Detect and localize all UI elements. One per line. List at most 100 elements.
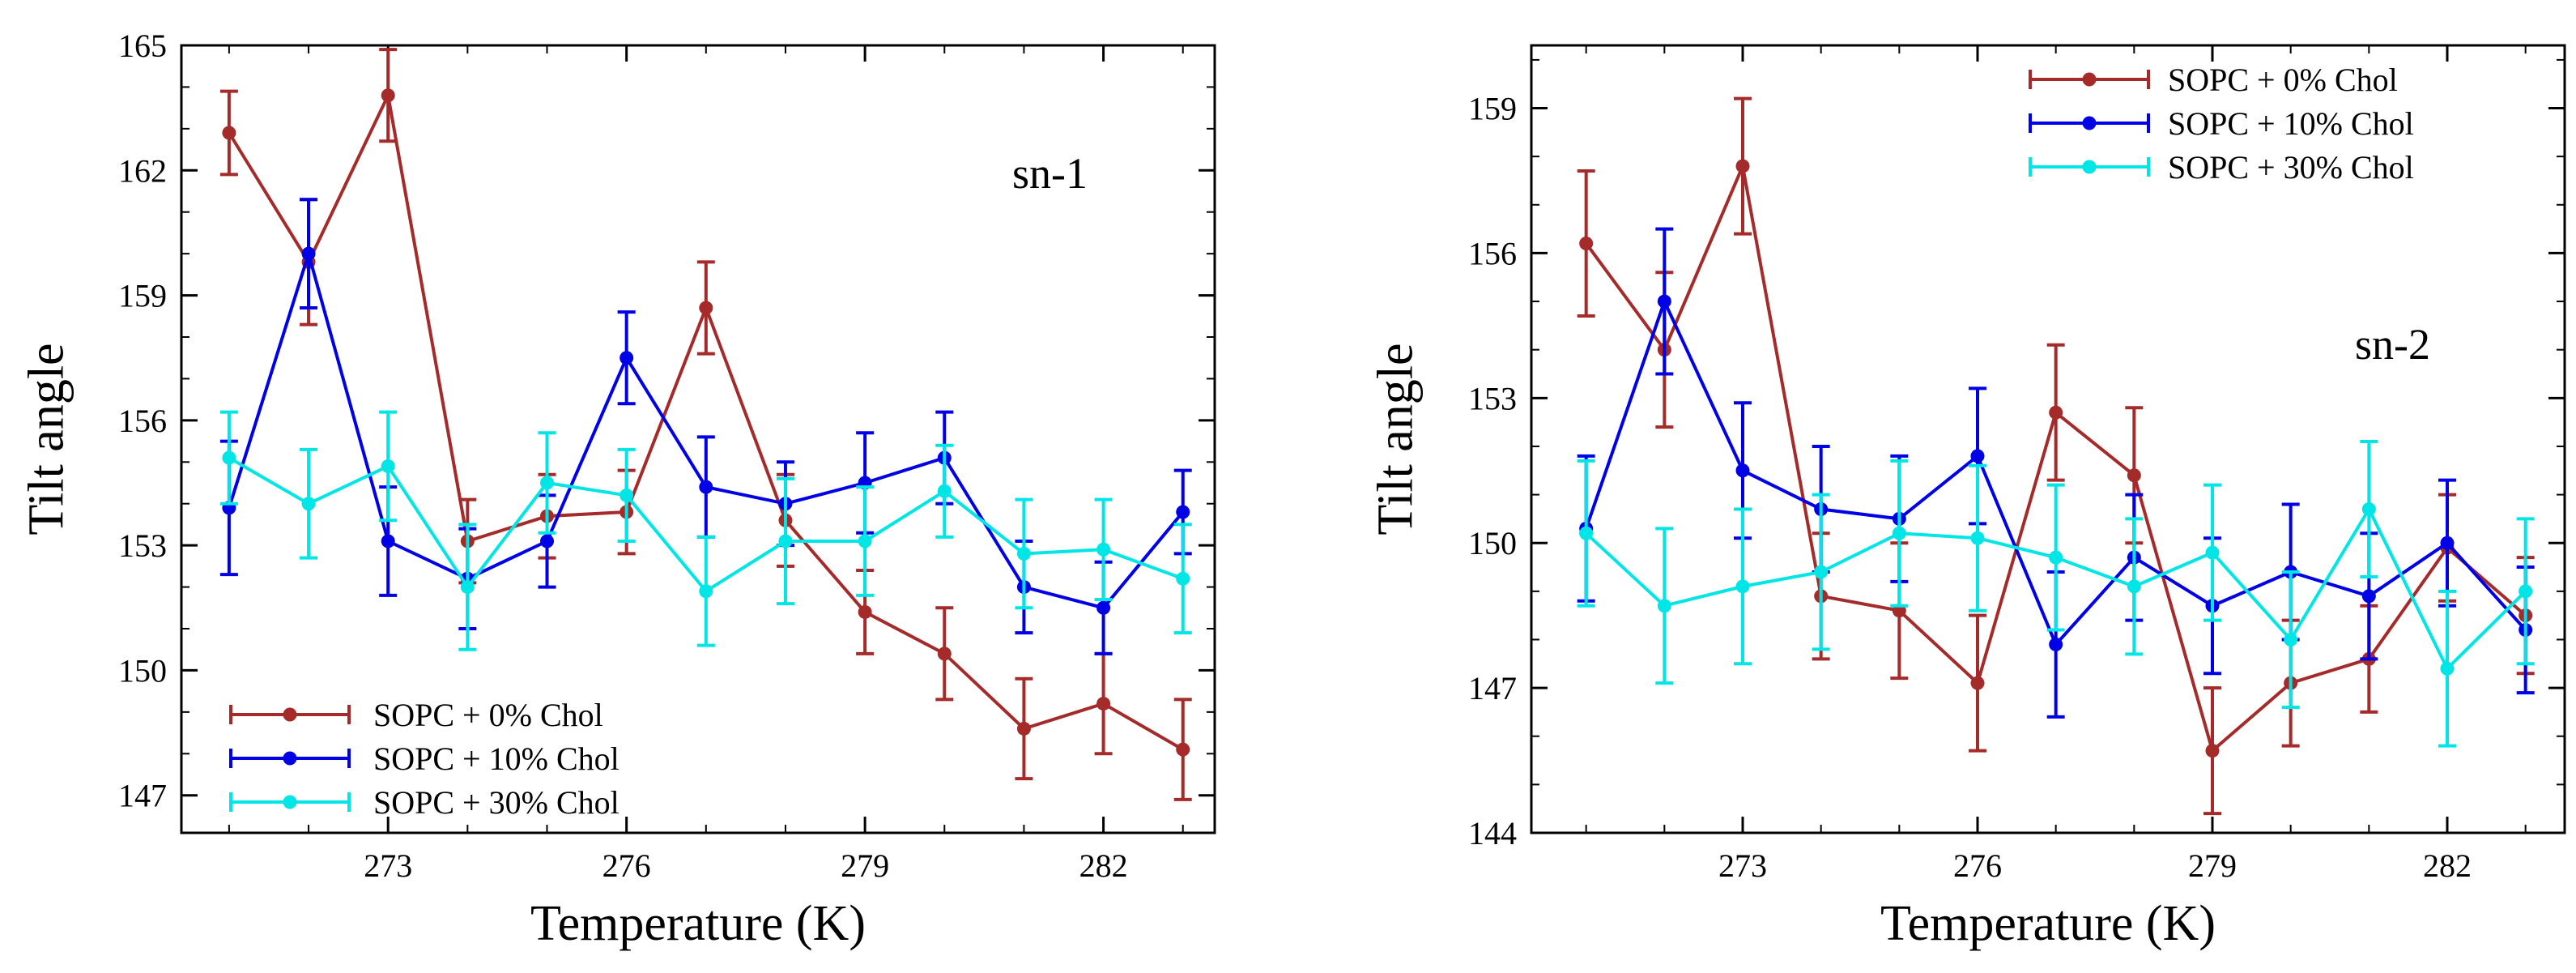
- data-point: [1096, 697, 1111, 711]
- data-point: [1657, 294, 1671, 309]
- data-point: [2205, 545, 2220, 560]
- data-point: [620, 351, 634, 365]
- data-point: [1096, 600, 1111, 615]
- legend-marker: [283, 795, 297, 809]
- data-point: [2361, 501, 2376, 516]
- x-tick-label: 273: [364, 847, 412, 884]
- data-point: [1176, 505, 1190, 519]
- data-point: [222, 450, 236, 465]
- legend-marker: [2082, 116, 2097, 130]
- y-tick-label: 165: [118, 28, 167, 64]
- data-point: [540, 534, 555, 548]
- data-point: [2519, 584, 2533, 599]
- legend-marker: [283, 707, 297, 722]
- data-point: [2049, 637, 2063, 651]
- data-point: [1579, 526, 1594, 540]
- data-point: [937, 647, 952, 661]
- x-axis-label: Temperature (K): [1880, 896, 2216, 951]
- panel-annotation: sn-2: [2355, 320, 2430, 369]
- data-point: [699, 301, 713, 315]
- legend-marker: [2082, 160, 2097, 174]
- y-tick-label: 156: [1468, 235, 1517, 271]
- legend-label: SOPC + 0% Chol: [373, 697, 603, 733]
- data-point: [1176, 571, 1190, 586]
- data-point: [460, 580, 475, 595]
- x-tick-label: 279: [2188, 847, 2237, 884]
- data-point: [1735, 579, 1750, 594]
- data-point: [2049, 550, 2063, 565]
- data-point: [778, 534, 793, 548]
- plot-frame: [180, 44, 1216, 834]
- panel-annotation: sn-1: [1012, 149, 1088, 198]
- y-tick-label: 147: [1468, 670, 1517, 706]
- legend-label: SOPC + 10% Chol: [2168, 105, 2414, 142]
- x-tick-label: 276: [1953, 847, 2002, 884]
- data-point: [699, 584, 713, 599]
- data-point: [2049, 405, 2063, 420]
- legend-marker: [283, 751, 297, 766]
- data-point: [1735, 463, 1750, 478]
- y-tick-label: 150: [118, 652, 167, 689]
- y-axis-label: Tilt angle: [1369, 343, 1424, 535]
- legend: SOPC + 0% Chol SOPC + 10% Chol SOPC + 30% …: [229, 697, 620, 821]
- data-point: [381, 534, 395, 548]
- data-point: [858, 604, 872, 619]
- y-tick-label: 156: [118, 403, 167, 439]
- data-point: [2361, 589, 2376, 604]
- x-tick-label: 279: [841, 847, 889, 884]
- data-point: [1176, 742, 1190, 757]
- data-point: [2127, 468, 2141, 483]
- x-axis-label: Temperature (K): [530, 896, 866, 951]
- data-point: [1657, 599, 1671, 613]
- x-tick-label: 276: [602, 847, 651, 884]
- series-3: [219, 410, 1192, 651]
- y-tick-label: 162: [118, 152, 167, 189]
- data-point: [381, 459, 395, 473]
- legend-marker: [2082, 72, 2097, 87]
- data-point: [301, 497, 316, 511]
- data-point: [1016, 721, 1031, 736]
- data-point: [620, 488, 634, 502]
- y-tick-label: 144: [1468, 815, 1517, 851]
- data-point: [1096, 542, 1111, 557]
- series-3: [1577, 439, 2535, 748]
- data-point: [2440, 536, 2455, 550]
- legend: SOPC + 0% Chol SOPC + 10% Chol SOPC + 30% …: [2029, 62, 2414, 186]
- data-point: [2284, 632, 2298, 647]
- data-point: [937, 484, 952, 498]
- data-point: [1016, 546, 1031, 561]
- data-point: [222, 126, 236, 140]
- legend-label: SOPC + 30% Chol: [2168, 149, 2414, 186]
- x-tick-label: 282: [2423, 847, 2472, 884]
- data-point: [540, 476, 555, 490]
- chart-2: 144 147 150 153 156 159 273 276 279 282 Temperatur…: [1369, 44, 2566, 951]
- data-point: [1579, 236, 1594, 250]
- data-point: [1970, 531, 1985, 545]
- data-point: [2205, 744, 2220, 758]
- data-point: [1814, 565, 1829, 579]
- data-point: [2440, 661, 2455, 676]
- data-point: [2127, 579, 2141, 594]
- legend-label: SOPC + 10% Chol: [373, 740, 620, 777]
- data-point: [381, 88, 395, 103]
- data-point: [1970, 676, 1985, 690]
- data-point: [858, 534, 872, 548]
- y-axis-label: Tilt angle: [19, 343, 75, 535]
- legend-label: SOPC + 30% Chol: [373, 784, 620, 821]
- y-tick-label: 150: [1468, 525, 1517, 561]
- y-tick-label: 153: [118, 527, 167, 564]
- y-tick-label: 147: [118, 778, 167, 814]
- y-tick-label: 159: [118, 278, 167, 314]
- data-point: [1892, 526, 1906, 540]
- data-point: [699, 480, 713, 494]
- data-point: [1970, 449, 1985, 463]
- data-point: [301, 246, 316, 261]
- data-point: [1735, 159, 1750, 173]
- y-tick-label: 153: [1468, 380, 1517, 416]
- legend-label: SOPC + 0% Chol: [2168, 62, 2398, 98]
- x-tick-label: 282: [1079, 847, 1128, 884]
- x-tick-label: 273: [1718, 847, 1767, 884]
- plot-frame: [1530, 44, 2566, 834]
- chart-1: 147 150 153 156 159 162 165 273 276 279 282 Tempera…: [19, 28, 1216, 951]
